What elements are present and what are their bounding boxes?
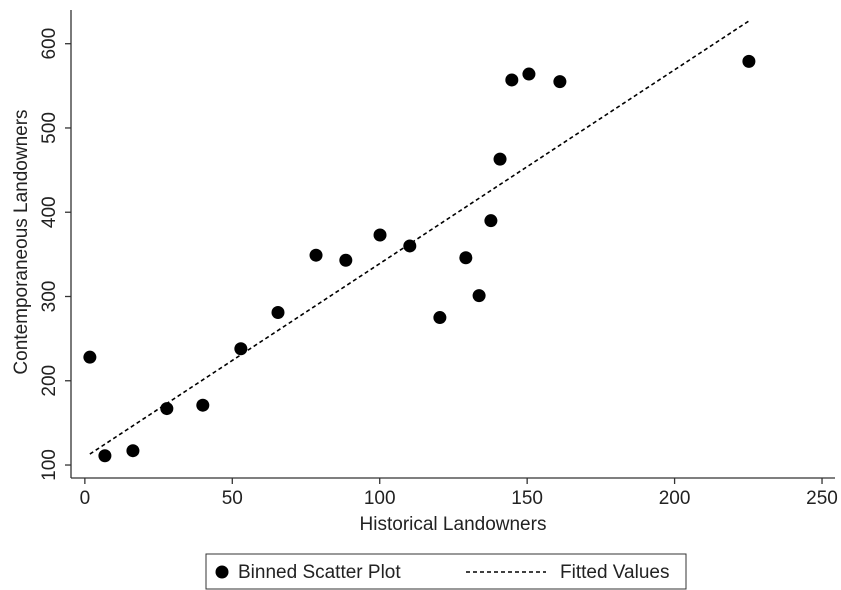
scatter-point bbox=[433, 311, 447, 325]
y-tick-label: 400 bbox=[39, 196, 60, 228]
scatter-point bbox=[373, 228, 387, 242]
scatter-point bbox=[505, 73, 519, 87]
x-tick-label: 200 bbox=[659, 488, 691, 509]
y-tick-label: 500 bbox=[39, 112, 60, 144]
scatter-point bbox=[459, 251, 473, 265]
y-tick-label: 600 bbox=[39, 28, 60, 60]
scatter-point bbox=[83, 350, 97, 364]
scatter-point bbox=[484, 214, 498, 228]
scatter-point bbox=[234, 342, 248, 356]
legend-box bbox=[205, 553, 687, 590]
scatter-point bbox=[553, 75, 567, 89]
x-tick-label: 100 bbox=[364, 488, 396, 509]
scatter-point bbox=[472, 289, 486, 303]
scatter-point bbox=[126, 444, 140, 458]
legend-symbol bbox=[215, 565, 229, 579]
scatter-point bbox=[309, 248, 323, 262]
scatter-point bbox=[339, 253, 353, 267]
scatter-point bbox=[742, 54, 756, 68]
legend-label: Binned Scatter Plot bbox=[238, 562, 401, 583]
fitted-line bbox=[89, 20, 750, 455]
y-tick-label: 100 bbox=[39, 449, 60, 481]
x-tick-label: 0 bbox=[80, 488, 91, 509]
x-tick-label: 50 bbox=[222, 488, 243, 509]
scatter-point bbox=[403, 239, 417, 253]
legend-label: Fitted Values bbox=[560, 562, 669, 583]
scatter-point bbox=[196, 398, 210, 412]
y-axis-label: Contemporaneous Landowners bbox=[11, 109, 32, 374]
scatter-point bbox=[493, 152, 507, 166]
y-tick-label: 200 bbox=[39, 365, 60, 397]
y-tick-label: 300 bbox=[39, 281, 60, 313]
scatter-point bbox=[522, 67, 536, 81]
x-axis-label: Historical Landowners bbox=[360, 514, 547, 535]
x-tick-label: 250 bbox=[806, 488, 838, 509]
scatter-point bbox=[160, 402, 174, 416]
scatter-point bbox=[271, 306, 285, 320]
x-tick-label: 150 bbox=[511, 488, 543, 509]
scatter-point bbox=[98, 449, 112, 463]
